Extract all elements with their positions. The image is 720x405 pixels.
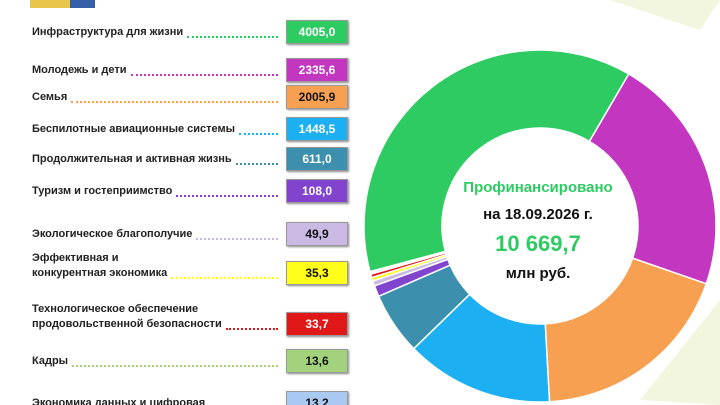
category-label: Кадры: [32, 355, 69, 367]
category-label: Туризм и гостеприимство: [32, 185, 173, 197]
category-label: Инфраструктура для жизни: [32, 26, 184, 38]
value-box: 4005,0: [286, 20, 348, 44]
category-label: Продолжительная и активная жизнь: [32, 153, 232, 165]
leader-line: [225, 328, 278, 330]
leader-line: [171, 277, 278, 279]
value-box: 108,0: [286, 179, 348, 203]
leader-line: [72, 365, 278, 367]
value-box: 13,2: [286, 391, 348, 405]
value-box: 2005,9: [286, 85, 348, 109]
value-box: 13,6: [286, 349, 348, 373]
value-box: 49,9: [286, 222, 348, 246]
category-label: Экономика данных и цифровая: [32, 397, 206, 405]
value-box: 35,3: [286, 261, 348, 285]
leader-line: [71, 101, 278, 103]
leader-line: [235, 163, 278, 165]
category-label: Семья: [32, 91, 68, 103]
donut-slice: [363, 49, 630, 273]
value-box: 2335,6: [286, 58, 348, 82]
leader-line: [130, 74, 278, 76]
value-box: 611,0: [286, 147, 348, 171]
center-line: Профинансировано: [463, 179, 612, 196]
donut-slice: [412, 293, 551, 403]
value-box: 1448,5: [286, 117, 348, 141]
leader-line: [187, 36, 278, 38]
category-label: Эффективная и конкурентная экономика: [32, 252, 168, 279]
category-label: Молодежь и дети: [32, 64, 127, 76]
category-label: Экологическое благополучие: [32, 228, 193, 240]
category-label: Беспилотные авиационные системы: [32, 123, 236, 135]
leader-line: [176, 195, 278, 197]
value-box: 33,7: [286, 312, 348, 336]
donut-slice: [377, 264, 471, 350]
leader-line: [196, 238, 278, 240]
center-line: млн руб.: [506, 265, 571, 282]
center-line: на 18.09.2026 г.: [483, 206, 593, 223]
leader-line: [239, 133, 278, 135]
donut-slice: [544, 257, 708, 403]
donut-slice: [588, 72, 717, 285]
center-total: 10 669,7: [495, 231, 581, 256]
category-label: Технологическое обеспечение продовольств…: [32, 303, 222, 330]
